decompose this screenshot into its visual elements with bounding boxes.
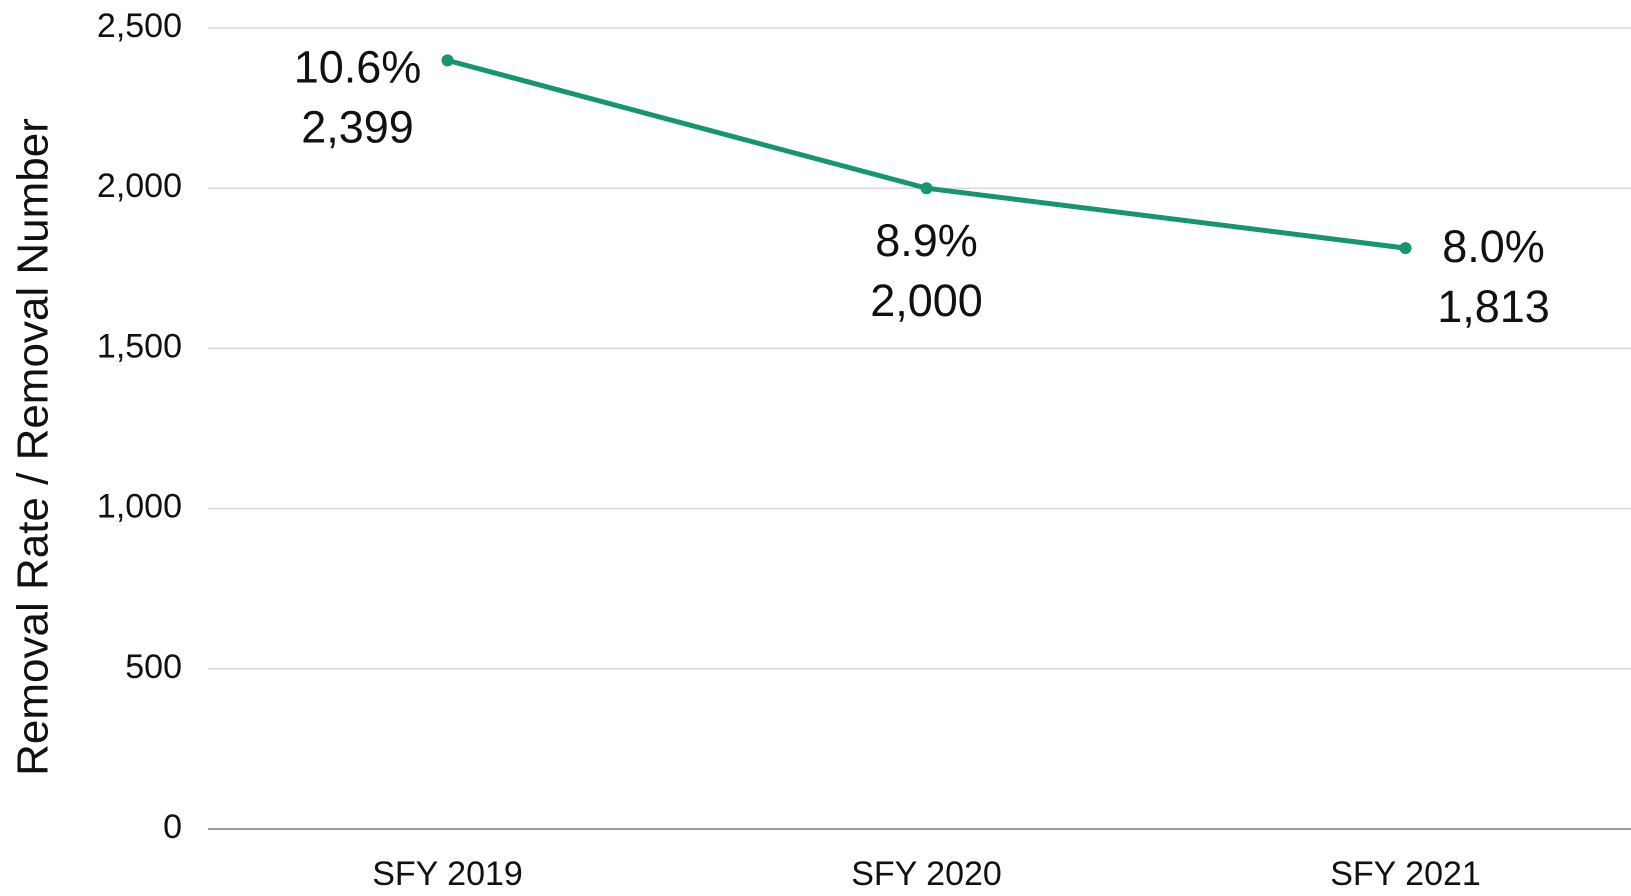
y-tick-label: 0 (163, 808, 182, 846)
x-tick-label: SFY 2021 (1330, 855, 1481, 893)
marker (1399, 242, 1412, 255)
data-label: 2,399 (301, 101, 414, 152)
data-label: 1,813 (1437, 281, 1550, 332)
rate-label: 10.6% (294, 41, 422, 92)
rate-label: 8.0% (1442, 221, 1545, 272)
rate-label: 8.9% (875, 215, 978, 266)
y-tick-label: 1,500 (97, 327, 182, 365)
y-tick-label: 2,500 (97, 7, 182, 45)
x-tick-label: SFY 2019 (372, 855, 523, 893)
marker (920, 182, 933, 195)
data-label: 2,000 (870, 275, 983, 326)
x-tick-label: SFY 2020 (851, 855, 1002, 893)
y-tick-label: 1,000 (97, 488, 182, 526)
y-tick-label: 2,000 (97, 167, 182, 205)
marker (441, 54, 454, 67)
y-tick-label: 500 (125, 648, 182, 686)
y-axis-title: Removal Rate / Removal Number (9, 118, 58, 776)
